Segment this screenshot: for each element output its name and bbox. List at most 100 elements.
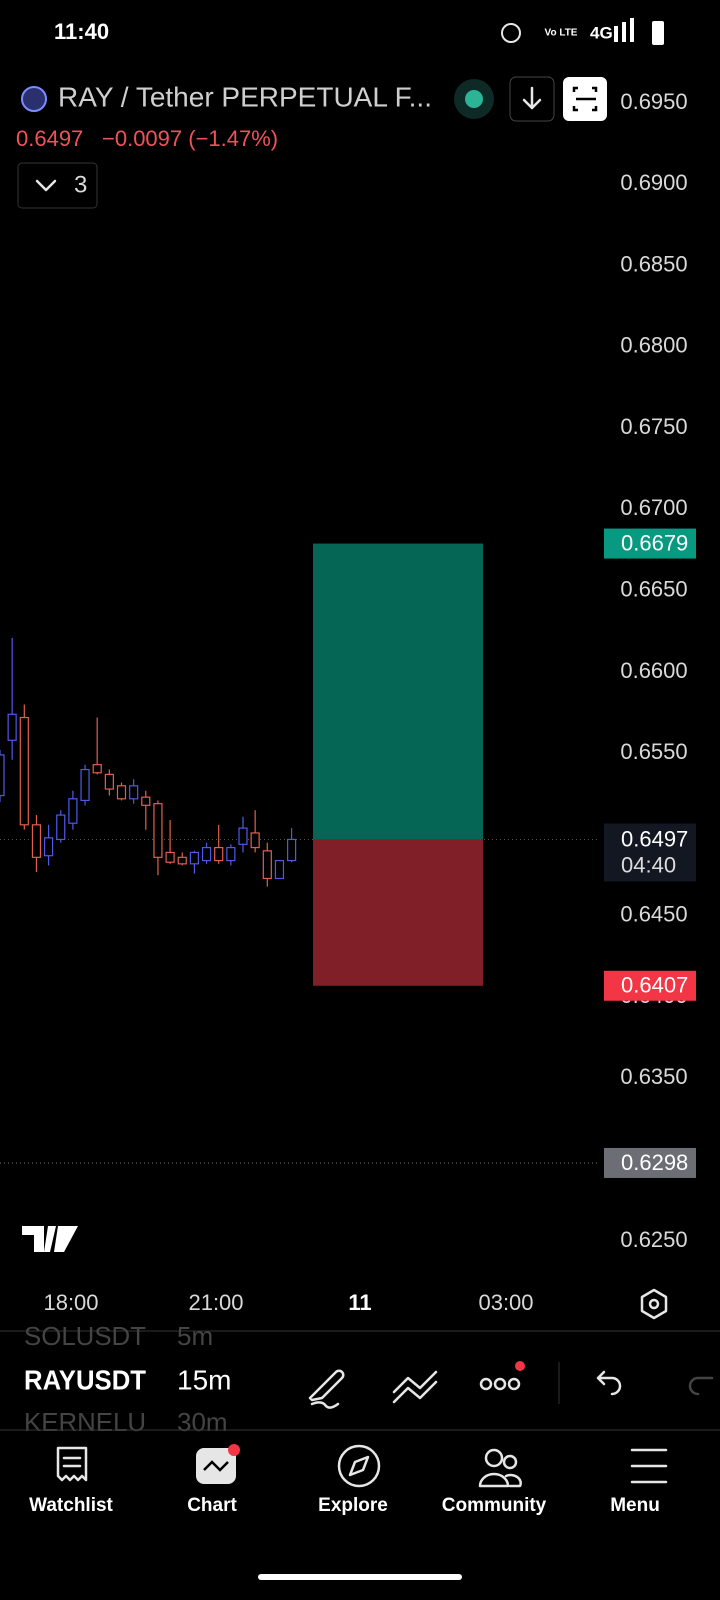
- y-tick-label: 0.6350: [620, 1064, 687, 1089]
- y-tick-label: 0.6800: [620, 333, 687, 358]
- candle-body: [7, 713, 17, 741]
- nav-label[interactable]: Watchlist: [29, 1495, 113, 1516]
- nav-label[interactable]: Explore: [318, 1495, 388, 1516]
- candle-body: [165, 851, 175, 863]
- explore-icon: [337, 1444, 381, 1488]
- y-tick-label: 0.6700: [620, 495, 687, 520]
- candle-body: [19, 716, 29, 826]
- candle-body: [0, 754, 5, 797]
- candle-body: [287, 838, 297, 862]
- nav-label[interactable]: Menu: [610, 1495, 660, 1516]
- x-tick-label: 11: [348, 1290, 371, 1315]
- settings-icon-dot: [648, 1298, 660, 1310]
- symbol-name[interactable]: KERNELU: [24, 1407, 146, 1437]
- target-label: 0.6679: [621, 530, 688, 555]
- y-tick-label: 0.6950: [620, 89, 687, 114]
- x-tick-label: 03:00: [478, 1290, 533, 1315]
- last-price-label: 0.6497: [621, 826, 688, 851]
- watchlist-icon: [56, 1446, 88, 1482]
- nav-label[interactable]: Chart: [187, 1495, 237, 1516]
- y-tick-label: 0.6750: [620, 414, 687, 439]
- candle-body: [153, 803, 163, 858]
- candle-body: [189, 851, 199, 865]
- candle-body: [104, 773, 114, 790]
- symbol-interval[interactable]: 15m: [177, 1364, 231, 1395]
- low-label: 0.6298: [621, 1150, 688, 1175]
- candle-body: [68, 798, 78, 824]
- home-bar: [258, 1574, 462, 1580]
- nav-label[interactable]: Community: [442, 1495, 547, 1516]
- signal: [614, 26, 618, 42]
- indicator-toggle[interactable]: [17, 162, 98, 209]
- countdown: 04:40: [621, 852, 676, 877]
- signal: [630, 18, 634, 42]
- stop-label-bg: [604, 970, 696, 1001]
- candle-body: [238, 827, 248, 845]
- toolbar: SOLUSDT 5m RAYUSDT 15m KERNELU 30m: [24, 1321, 231, 1437]
- indicator-count: 3: [74, 171, 87, 198]
- y-tick-label: 0.6250: [620, 1227, 687, 1252]
- symbol-title[interactable]: RAY / Tether PERPETUAL F...: [58, 81, 432, 112]
- stop-zone[interactable]: [313, 839, 483, 986]
- menu-icon: [630, 1448, 668, 1484]
- more-dot: [507, 1377, 521, 1391]
- notify-dot: [228, 1444, 240, 1456]
- y-tick-label: 0.6550: [620, 739, 687, 764]
- explore-needle: [348, 1455, 370, 1477]
- y-tick-label: 0.6850: [620, 251, 687, 276]
- last-price: 0.6497: [16, 126, 83, 151]
- candle-body: [262, 850, 272, 880]
- draw-tool[interactable]: [308, 1369, 345, 1409]
- candle-body: [116, 785, 127, 800]
- battery: [652, 21, 664, 45]
- expand-icon: [572, 86, 598, 112]
- target-zone[interactable]: [313, 543, 483, 840]
- more-dot: [493, 1377, 507, 1391]
- symbol-interval[interactable]: 5m: [177, 1321, 213, 1351]
- volte: Vo LTE: [545, 28, 578, 39]
- network: 4G: [590, 23, 613, 42]
- status-dot: [465, 90, 483, 108]
- community-icon: [502, 1454, 518, 1470]
- redo[interactable]: [688, 1376, 714, 1396]
- chevron: [35, 179, 57, 192]
- community-icon: [478, 1472, 522, 1488]
- trend-tool[interactable]: [392, 1370, 438, 1404]
- x-tick-label: 18:00: [43, 1290, 98, 1315]
- last-price-bg: [604, 823, 696, 882]
- target-label-bg: [604, 528, 696, 559]
- candle-body: [214, 846, 224, 862]
- more-dot[interactable]: [479, 1377, 493, 1391]
- candle-body: [56, 814, 66, 841]
- stop-label: 0.6407: [621, 973, 688, 998]
- symbol-name[interactable]: SOLUSDT: [24, 1321, 146, 1351]
- low-label-bg: [604, 1147, 696, 1178]
- tv-logo: [22, 1226, 78, 1252]
- symbol-interval[interactable]: 30m: [177, 1407, 228, 1437]
- candle-body: [250, 832, 260, 849]
- candle-body: [226, 846, 236, 862]
- chart[interactable]: 0.6950 0.6900 0.6850 0.6800 0.6750 0.6700 0.66…: [0, 89, 696, 1315]
- y-tick-label: 0.6600: [620, 658, 687, 683]
- candle-body: [201, 846, 212, 862]
- down-arrow: [522, 86, 542, 110]
- x-tick-label: 21:00: [188, 1290, 243, 1315]
- community-icon: [484, 1448, 504, 1468]
- candle-body: [80, 768, 90, 802]
- symbol-name[interactable]: RAYUSDT: [24, 1364, 146, 1395]
- settings-icon[interactable]: [640, 1288, 668, 1320]
- chart-icon-line: [203, 1460, 229, 1472]
- alarm-icon: [501, 23, 521, 43]
- candle-body: [141, 796, 151, 806]
- candle-body: [177, 856, 187, 865]
- y-tick-label: 0.6900: [620, 170, 687, 195]
- candle-body: [43, 837, 54, 857]
- y-tick-label: 0.6450: [620, 902, 687, 927]
- undo[interactable]: [596, 1370, 622, 1396]
- bottom-nav: Watchlist Chart Explore Community Menu: [29, 1495, 660, 1516]
- y-tick-label: 0.6650: [620, 577, 687, 602]
- price-change: −0.0097 (−1.47%): [102, 126, 278, 151]
- candle-body: [129, 785, 139, 800]
